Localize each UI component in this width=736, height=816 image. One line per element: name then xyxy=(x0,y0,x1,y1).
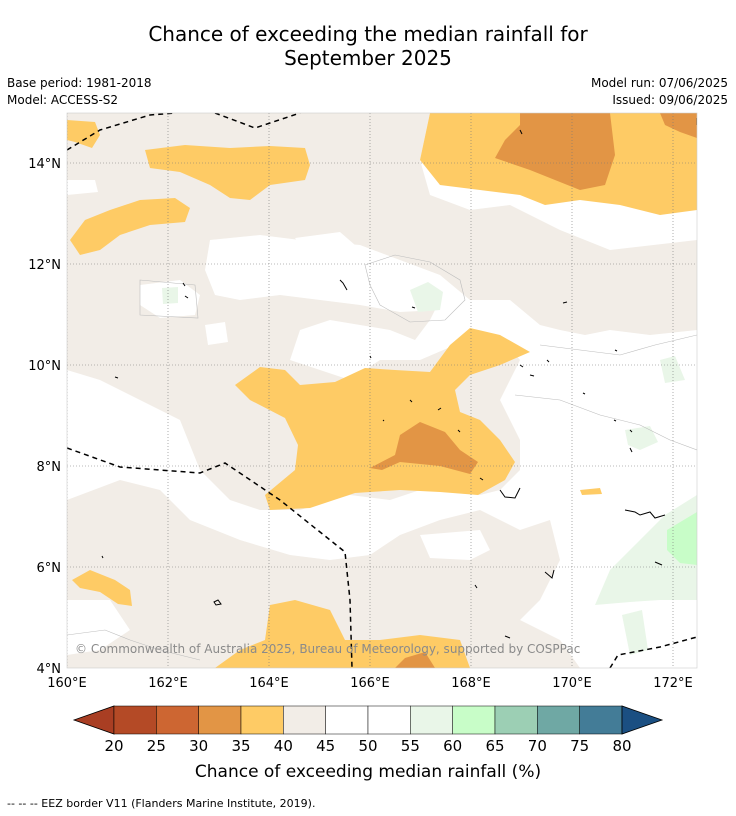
colorbar-labels: 20 25 30 35 40 45 50 55 60 65 70 75 80 xyxy=(104,737,631,755)
title-line-2: September 2025 xyxy=(284,46,452,70)
colorbar-tick-45: 45 xyxy=(316,737,335,755)
region-45-55-a xyxy=(205,235,470,312)
region-30-35-northeast xyxy=(495,113,615,190)
colorbar-bin-70-75 xyxy=(537,705,580,735)
colorbar-tick-55: 55 xyxy=(401,737,420,755)
lon-label-160e: 160°E xyxy=(47,676,87,691)
issued-date: Issued: 09/06/2025 xyxy=(612,93,728,107)
region-55-60-a xyxy=(410,282,443,312)
lon-label-168e: 168°E xyxy=(451,676,491,691)
region-35-40-small xyxy=(580,488,602,495)
lat-label-4n: 4°N xyxy=(37,662,62,677)
colorbar-bin-30-35 xyxy=(198,705,242,735)
colorbar-bin-50-55 xyxy=(367,705,411,735)
lat-label-6n: 6°N xyxy=(37,561,62,576)
lon-label-170e: 170°E xyxy=(552,676,592,691)
lat-label-8n: 8°N xyxy=(37,460,62,475)
region-45-55-c xyxy=(67,180,98,195)
colorbar-tick-50: 50 xyxy=(358,737,377,755)
copyright-notice: © Commonwealth of Australia 2025, Bureau… xyxy=(75,642,580,656)
region-45-55-e xyxy=(295,232,355,250)
region-35-40-south xyxy=(215,600,470,668)
colorbar-tick-40: 40 xyxy=(274,737,293,755)
colorbar-extend-high xyxy=(621,705,664,735)
lat-labels: 14°N 12°N 10°N 8°N 6°N 4°N xyxy=(28,157,61,677)
colorbar-tick-25: 25 xyxy=(147,737,166,755)
region-35-40-northwest xyxy=(70,198,190,255)
island-outlines xyxy=(101,118,697,639)
map-frame xyxy=(66,112,698,669)
colorbar xyxy=(72,705,664,735)
region-45-55-f xyxy=(67,600,130,655)
region-55-60-east xyxy=(595,495,697,605)
lon-label-164e: 164°E xyxy=(249,676,289,691)
lat-label-10n: 10°N xyxy=(28,359,61,374)
colorbar-bin-65-70 xyxy=(494,705,538,735)
region-40-45-south xyxy=(67,480,580,668)
colorbar-bin-60-65 xyxy=(452,705,496,735)
colorbar-bin-55-60 xyxy=(410,705,453,735)
region-30-35-ne-edge xyxy=(660,113,697,138)
meta-right: Model run: 07/06/2025 Issued: 09/06/2025 xyxy=(591,75,728,109)
region-45-55-h xyxy=(200,513,220,520)
rainfall-probability-field xyxy=(67,113,697,668)
footnote: -- -- -- EEZ border V11 (Flanders Marine… xyxy=(7,797,316,810)
region-60-65-east xyxy=(667,512,697,565)
region-55-60-e xyxy=(162,287,178,304)
colorbar-tick-65: 65 xyxy=(485,737,504,755)
region-30-35-central xyxy=(370,422,478,474)
lon-label-172e: 172°E xyxy=(653,676,693,691)
lon-label-166e: 166°E xyxy=(350,676,390,691)
region-55-60-c xyxy=(625,426,658,450)
eez-borders xyxy=(67,113,697,668)
lon-label-162e: 162°E xyxy=(148,676,188,691)
colorbar-bin-35-40 xyxy=(240,705,284,735)
lat-label-14n: 14°N xyxy=(28,157,61,172)
region-35-40-corner xyxy=(67,120,100,148)
base-period: Base period: 1981-2018 xyxy=(7,76,152,90)
region-45-55-g xyxy=(420,530,490,560)
colorbar-tick-80: 80 xyxy=(612,737,631,755)
colorbar-tick-70: 70 xyxy=(528,737,547,755)
title-line-1: Chance of exceeding the median rainfall … xyxy=(148,22,588,46)
colorbar-tick-75: 75 xyxy=(570,737,589,755)
contour-lines xyxy=(67,254,697,661)
region-55-60-d xyxy=(622,610,648,655)
gridlines xyxy=(67,113,697,668)
colorbar-bin-40-45 xyxy=(283,705,326,735)
model-run: Model run: 07/06/2025 xyxy=(590,76,728,90)
lat-label-12n: 12°N xyxy=(28,258,61,273)
colorbar-bin-75-80 xyxy=(579,705,623,735)
colorbar-title: Chance of exceeding median rainfall (%) xyxy=(194,762,542,782)
map-title: Chance of exceeding the median rainfall … xyxy=(0,22,736,70)
meta-left: Base period: 1981-2018 Model: ACCESS-S2 xyxy=(7,75,152,109)
colorbar-bin-20-25 xyxy=(113,705,157,735)
region-55-60-b xyxy=(660,356,685,383)
colorbar-tick-60: 60 xyxy=(443,737,462,755)
colorbar-tick-20: 20 xyxy=(104,737,123,755)
colorbar-tick-30: 30 xyxy=(189,737,208,755)
colorbar-bin-45-50 xyxy=(325,705,369,735)
colorbar-bin-25-30 xyxy=(156,705,199,735)
region-35-40-southwest xyxy=(72,570,132,606)
region-40-45-north xyxy=(67,113,697,510)
region-45-55-d xyxy=(205,322,228,345)
model-name: Model: ACCESS-S2 xyxy=(7,93,119,107)
lon-labels: 160°E 162°E 164°E 166°E 168°E 170°E 172°… xyxy=(47,676,693,691)
colorbar-tick-35: 35 xyxy=(231,737,250,755)
colorbar-extend-low xyxy=(72,705,115,735)
region-30-35-south xyxy=(395,652,435,668)
